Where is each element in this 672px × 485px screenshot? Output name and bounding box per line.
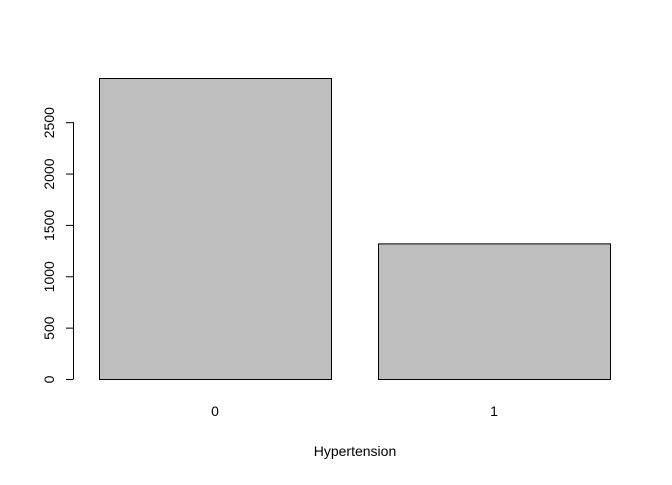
x-axis-title: Hypertension: [314, 443, 397, 459]
bar-1: [378, 243, 611, 380]
x-tick-label-0: 0: [211, 403, 219, 419]
y-axis: 0 500 1000 1500 2000 2500: [41, 107, 74, 383]
y-tick-label-2000: 2000: [41, 158, 57, 189]
bars-layer: [99, 78, 611, 380]
x-tick-label-1: 1: [490, 403, 498, 419]
y-tick-label-500: 500: [41, 316, 57, 340]
y-tick-label-1500: 1500: [41, 210, 57, 241]
bar-0: [99, 78, 332, 380]
y-tick-label-2500: 2500: [41, 107, 57, 138]
y-tick-label-1000: 1000: [41, 261, 57, 292]
y-tick-label-0: 0: [41, 375, 57, 383]
